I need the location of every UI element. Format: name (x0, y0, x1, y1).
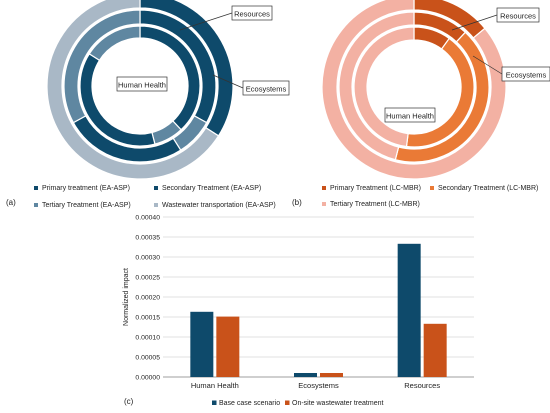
legend-label-b-0: Primary Treatment (LC-MBR) (330, 185, 421, 192)
donut-chart-a: Resources Ecosystems Human Health (a) Primar… (6, 0, 290, 209)
donut-slice-a-1-3 (63, 9, 141, 124)
leader-line-b-0 (451, 14, 498, 31)
legend-swatch-c-1 (285, 400, 290, 405)
bar-1-1 (320, 373, 343, 377)
y-tick-label-8: 0.00040 (135, 215, 160, 222)
legend-label-c-0: Base case scenario (219, 400, 280, 407)
annotation-label-a-1: Ecosystems (246, 85, 287, 94)
bar-2-1 (423, 323, 447, 377)
panel-label-b: (b) (292, 198, 302, 207)
legend-label-a-1: Secondary Treatment (EA-ASP) (162, 185, 261, 192)
annotation-box-a-2 (116, 76, 168, 92)
y-tick-label-0: 0.00000 (135, 375, 160, 382)
x-tick-label-1: Ecosystems (298, 381, 339, 390)
annotation-box-b-1 (501, 66, 550, 82)
donut-slice-b-1-2 (338, 11, 415, 161)
leader-line-a-0 (179, 12, 233, 31)
donut-slice-a-0-1 (46, 0, 220, 180)
y-tick-label-1: 0.00005 (135, 355, 160, 362)
y-axis-title: Normalized impact (123, 268, 130, 326)
annotation-label-a-0: Resources (234, 10, 270, 19)
y-tick-label-7: 0.00035 (135, 235, 160, 242)
annotation-label-b-0: Resources (500, 12, 536, 21)
panel-label-a: (a) (6, 198, 16, 207)
legend-label-b-1: Secondary Treatment (LC-MBR) (438, 185, 538, 192)
donut-chart-b: Resources Ecosystems Human Health (b) Primar… (292, 0, 550, 208)
y-tick-label-3: 0.00015 (135, 315, 160, 322)
y-tick-label-2: 0.00010 (135, 335, 160, 342)
donut-slice-b-0-1 (321, 0, 507, 180)
legend-swatch-c-0 (212, 400, 217, 405)
leader-line-b-1 (472, 55, 503, 75)
legend-swatch-a-0 (34, 186, 38, 190)
legend-label-a-3: Wastewater transportation (EA-ASP) (162, 202, 276, 209)
x-tick-label-0: Human Health (191, 381, 239, 390)
legend-swatch-a-1 (154, 186, 158, 190)
legend-swatch-a-2 (34, 203, 38, 207)
panel-label-c: (c) (124, 397, 134, 406)
bar-chart-c: 0.00000 0.00005 0.00010 0.00015 0.00020 0.000… (123, 215, 474, 407)
donut-slice-a-2-3 (88, 25, 141, 62)
annotation-box-b-0 (496, 7, 540, 23)
annotation-box-b-2 (384, 107, 436, 123)
legend-swatch-a-3 (154, 203, 158, 207)
y-tick-label-4: 0.00020 (135, 295, 160, 302)
legend-label-c-1: On-site wastewater treatment (292, 400, 383, 407)
leader-line-a-1 (212, 74, 244, 89)
bar-1-0 (294, 373, 317, 377)
x-tick-label-2: Resources (404, 381, 440, 390)
legend-label-a-0: Primary treatment (EA-ASP) (42, 185, 130, 192)
legend-label-a-2: Tertiary Treatment (EA-ASP) (42, 202, 131, 209)
legend-label-b-2: Tertiary Treatment (LC-MBR) (330, 201, 420, 208)
legend-swatch-b-0 (322, 186, 326, 190)
donut-slice-b-2-2 (353, 26, 415, 148)
bar-2-0 (397, 243, 421, 377)
y-tick-label-5: 0.00025 (135, 275, 160, 282)
bar-0-0 (190, 311, 214, 377)
y-tick-label-6: 0.00030 (135, 255, 160, 262)
annotation-box-a-1 (242, 80, 290, 96)
bar-0-1 (216, 316, 240, 377)
legend-swatch-b-1 (430, 186, 434, 190)
annotation-label-b-2: Human Health (386, 112, 434, 121)
annotation-label-a-2: Human Health (118, 81, 166, 90)
annotation-label-b-1: Ecosystems (506, 71, 547, 80)
annotation-box-a-0 (231, 5, 273, 21)
legend-swatch-b-2 (322, 202, 326, 206)
